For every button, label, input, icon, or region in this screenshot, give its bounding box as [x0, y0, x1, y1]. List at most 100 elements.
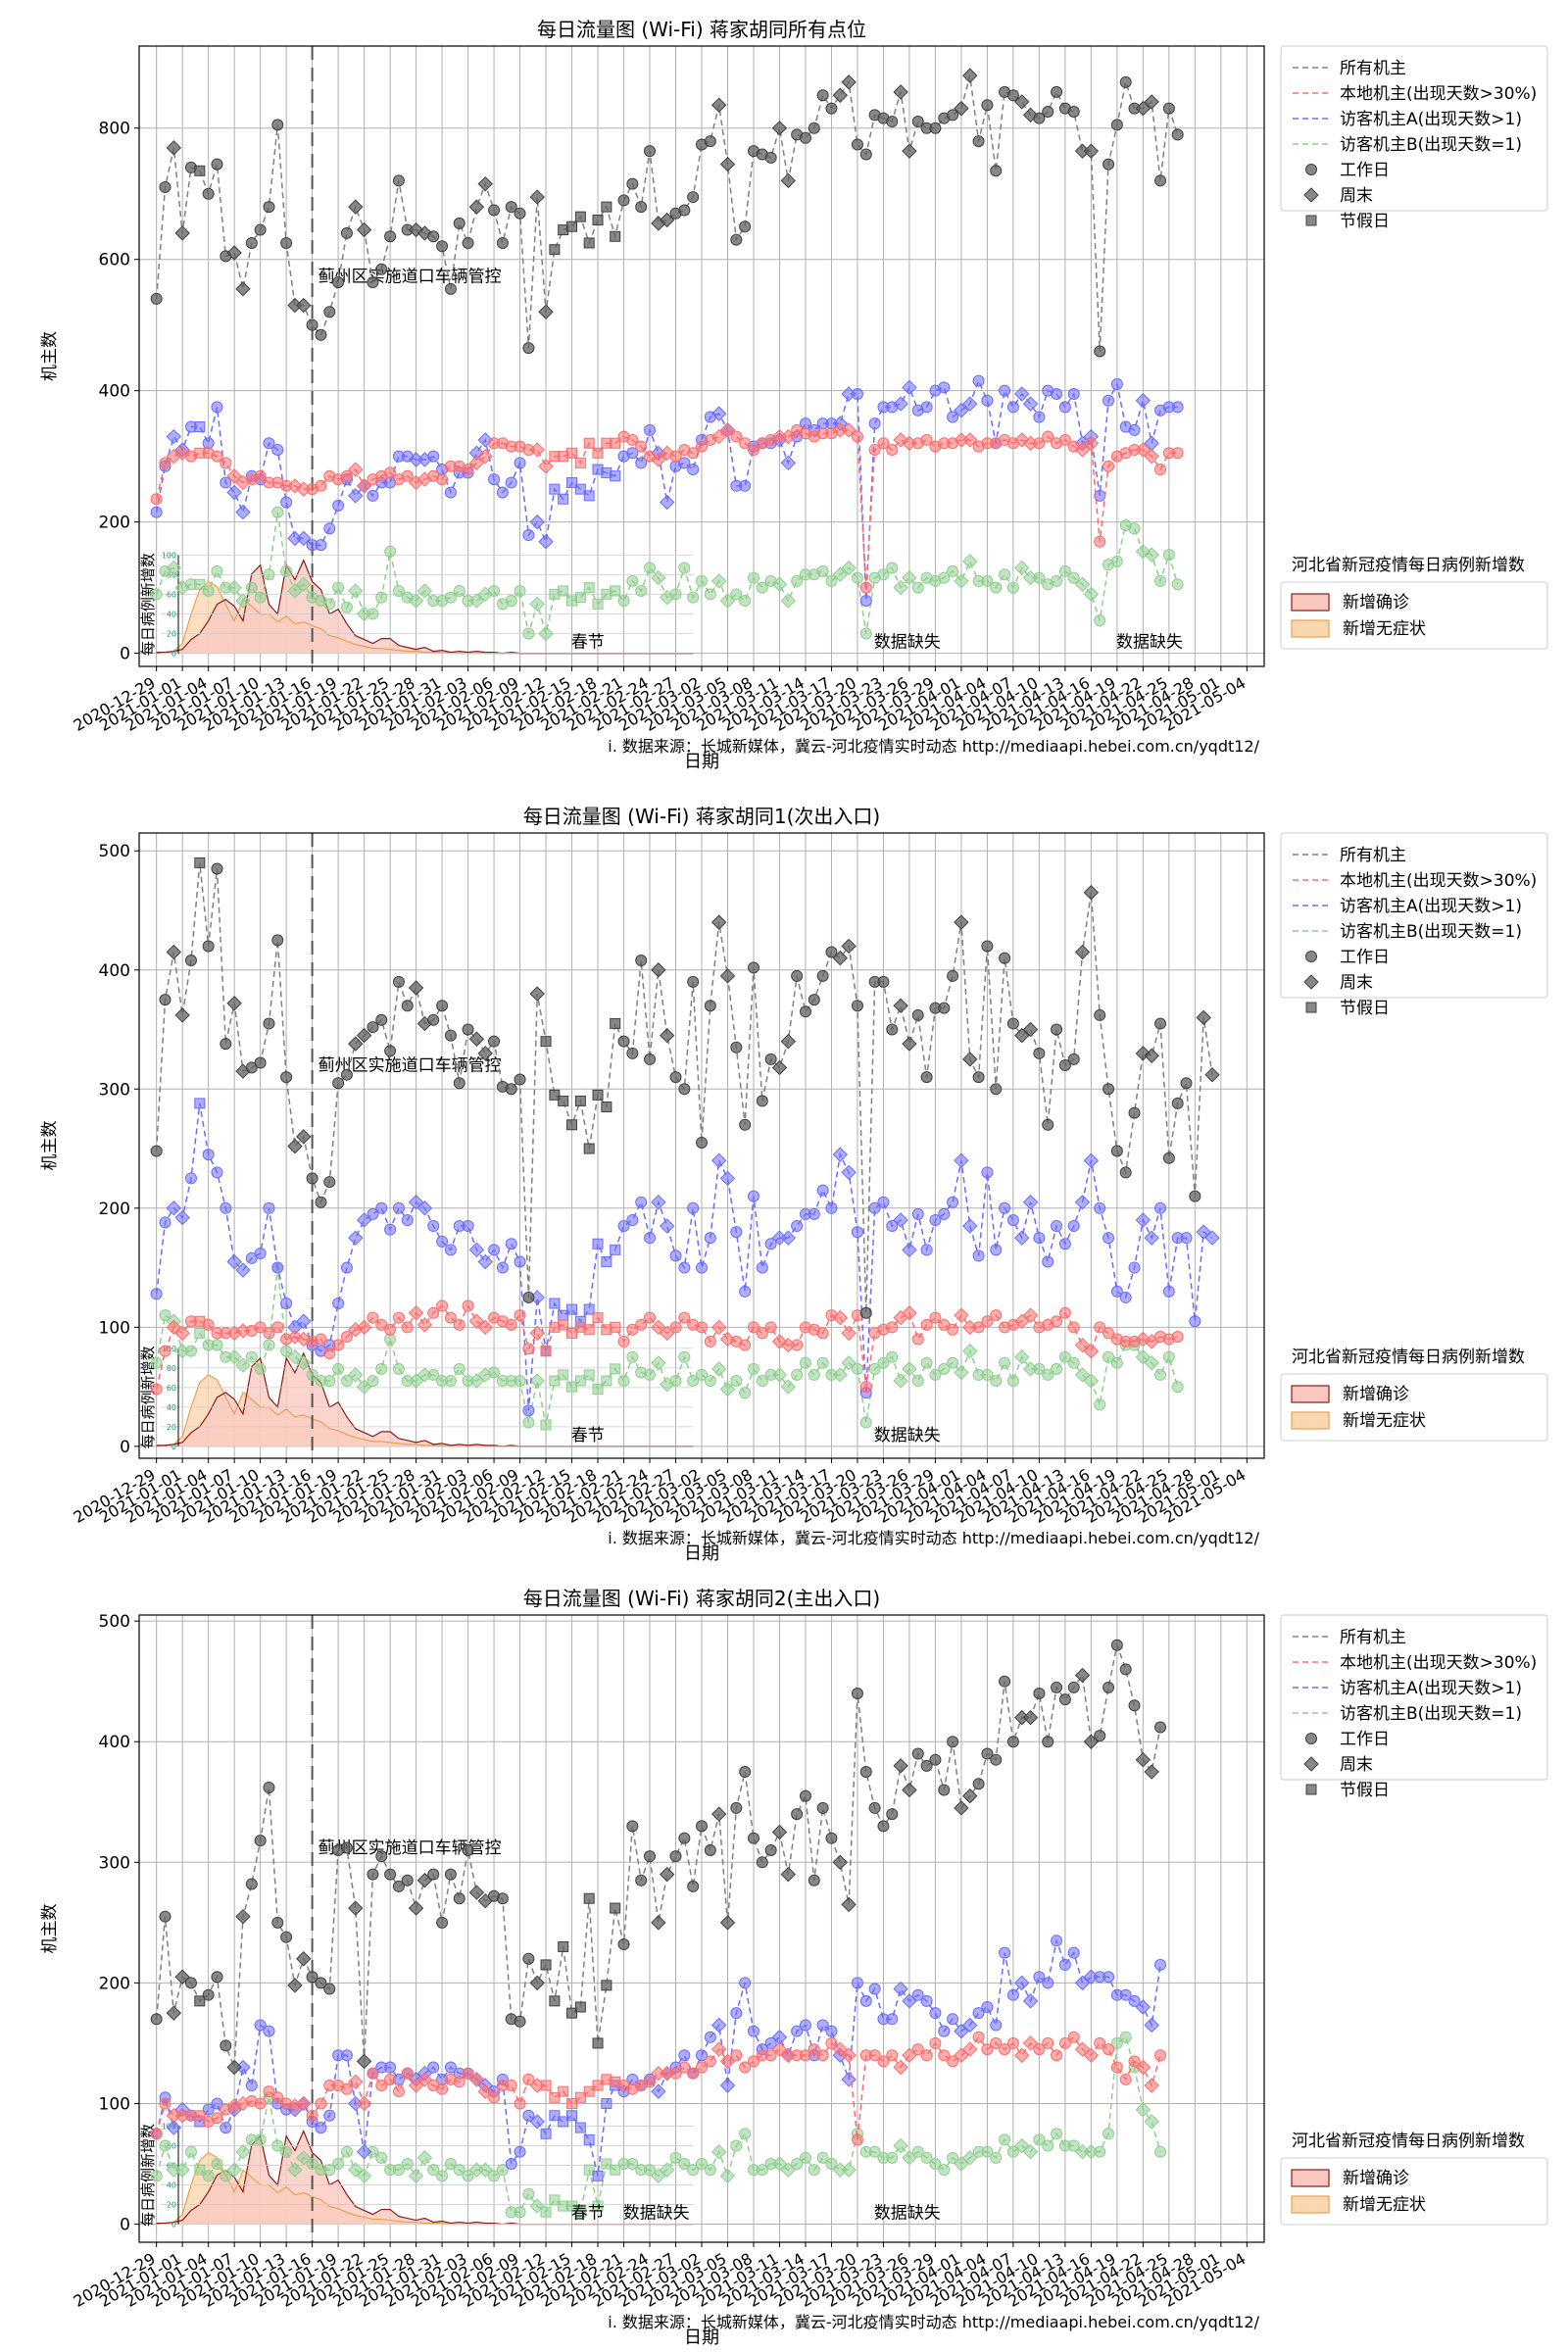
chart-panel-3: 01002003004005002020-12-292021-01-012021…	[40, 1587, 1548, 2348]
point-weekend	[1135, 1751, 1152, 1768]
point-workday	[764, 1844, 777, 1856]
point-workday	[859, 1766, 872, 1778]
point-workday	[747, 571, 760, 584]
point-workday	[1033, 1232, 1046, 1245]
point-workday	[1051, 388, 1063, 401]
ytick-label: 200	[99, 514, 130, 533]
point-workday	[1067, 1220, 1080, 1233]
point-workday	[444, 1868, 457, 1881]
point-holiday	[566, 220, 578, 232]
point-workday	[791, 1339, 804, 1351]
point-workday	[1171, 401, 1184, 414]
point-workday	[184, 955, 197, 967]
point-workday	[920, 1356, 933, 1369]
point-weekend	[226, 2059, 242, 2076]
point-weekend	[710, 573, 727, 589]
point-weekend	[1135, 2101, 1152, 2118]
point-weekend	[1074, 944, 1091, 960]
point-workday	[851, 388, 863, 401]
point-weekend	[719, 156, 736, 172]
point-weekend	[1074, 442, 1091, 458]
point-workday	[1051, 1935, 1063, 1947]
point-weekend	[651, 1319, 666, 1336]
point-workday	[505, 1318, 517, 1331]
point-workday	[245, 581, 258, 594]
point-holiday	[601, 1255, 612, 1267]
point-workday	[1051, 1315, 1063, 1328]
point-weekend	[296, 1313, 312, 1329]
point-workday	[522, 1952, 535, 1965]
point-workday	[929, 1753, 942, 1766]
point-weekend	[771, 2041, 788, 2057]
point-workday	[392, 1880, 405, 1892]
point-workday	[1094, 535, 1106, 548]
point-weekend	[1074, 1195, 1091, 1210]
point-weekend	[1196, 1224, 1211, 1240]
point-workday	[1154, 2145, 1167, 2158]
point-workday	[999, 2043, 1011, 2056]
point-workday	[816, 1801, 829, 1814]
point-workday	[150, 2013, 163, 2026]
point-workday	[886, 562, 899, 574]
point-workday	[367, 1021, 379, 1034]
point-workday	[981, 2043, 994, 2056]
point-workday	[635, 955, 648, 967]
legend-frame	[1280, 45, 1548, 212]
point-workday	[739, 2061, 752, 2074]
point-workday	[375, 263, 388, 275]
point-workday	[401, 2158, 414, 2170]
point-workday	[1102, 2043, 1115, 2056]
point-weekend	[1144, 1048, 1159, 1063]
point-workday	[799, 1005, 811, 1018]
point-workday	[453, 584, 466, 597]
point-workday	[920, 401, 933, 414]
point-workday	[886, 1350, 899, 1363]
point-workday	[367, 1868, 379, 1881]
point-weekend	[893, 998, 908, 1013]
point-weekend	[468, 1373, 485, 1389]
point-workday	[159, 994, 172, 1006]
legend-label-visB: 访客机主B(出现天数=1)	[1340, 1704, 1522, 1724]
y-axis-label: 机主数	[40, 1121, 60, 1171]
point-workday	[825, 102, 838, 115]
point-workday	[859, 627, 872, 640]
point-holiday	[558, 585, 569, 597]
point-weekend	[468, 199, 485, 215]
legend-marker-weekend	[1303, 1756, 1319, 1772]
point-workday	[999, 2133, 1011, 2146]
point-workday	[981, 2001, 994, 2013]
point-workday	[911, 1988, 924, 2001]
point-workday	[981, 1747, 994, 1760]
point-holiday	[574, 2091, 586, 2103]
point-workday	[920, 433, 933, 446]
point-weekend	[356, 2095, 372, 2112]
point-workday	[263, 437, 275, 450]
point-workday	[617, 1375, 630, 1388]
point-weekend	[226, 2162, 242, 2178]
point-workday	[496, 1892, 509, 1905]
point-weekend	[710, 97, 727, 113]
point-weekend	[468, 1313, 485, 1329]
inset-tick-label: 80	[167, 1364, 176, 1373]
point-workday	[886, 1023, 899, 1036]
point-workday	[522, 2187, 535, 2200]
point-workday	[254, 1056, 267, 1069]
point-workday	[462, 1023, 474, 1036]
point-workday	[730, 2139, 743, 2152]
point-workday	[220, 457, 232, 469]
case-legend-swatch-confirmed	[1291, 1385, 1330, 1403]
point-weekend	[710, 406, 727, 421]
point-workday	[220, 2039, 232, 2052]
point-workday	[1110, 1145, 1123, 1157]
ytick-label: 600	[99, 251, 130, 270]
point-workday	[739, 1387, 752, 1399]
point-workday	[644, 145, 657, 158]
point-workday	[868, 1801, 881, 1814]
point-weekend	[832, 1367, 848, 1383]
point-holiday	[566, 2200, 578, 2212]
inset-tick-label: 40	[167, 611, 176, 619]
point-weekend	[538, 534, 554, 550]
point-weekend	[954, 1307, 969, 1323]
point-workday	[340, 1261, 353, 1274]
point-workday	[877, 1356, 890, 1369]
